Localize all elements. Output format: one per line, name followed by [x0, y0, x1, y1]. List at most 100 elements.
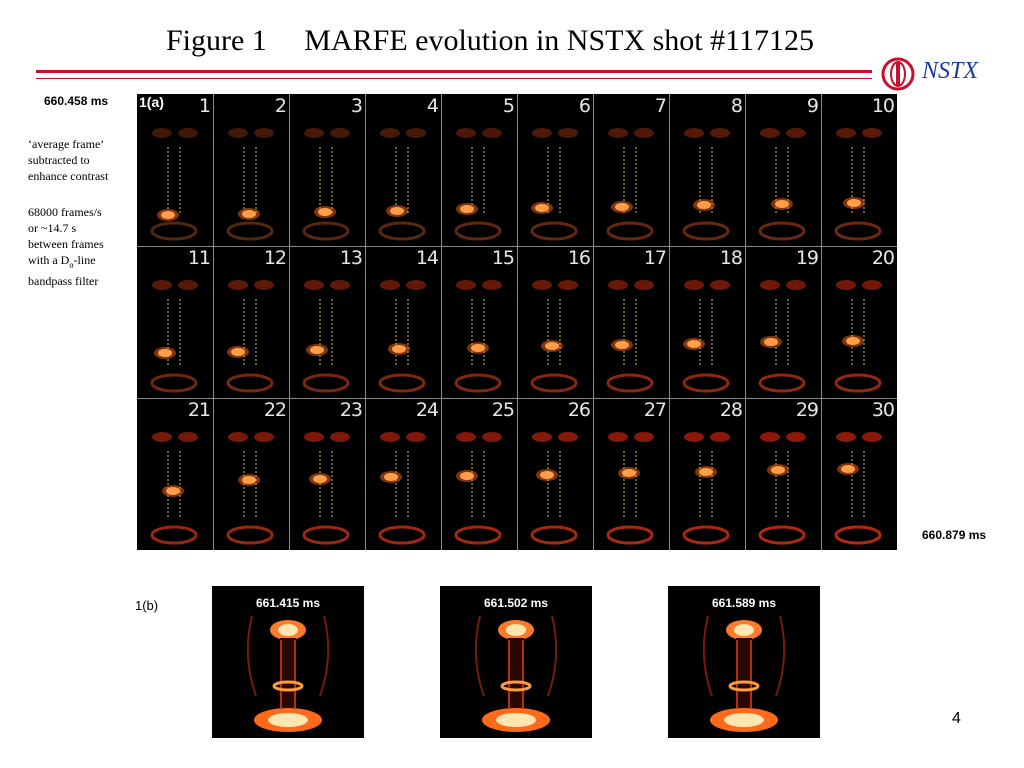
frame-cell: 25 [442, 399, 516, 549]
title-rule-thin [36, 78, 872, 79]
frame-number: 30 [871, 399, 895, 421]
frame-number: 4 [426, 95, 439, 117]
camera-frame-image [150, 128, 198, 241]
note-rate-suffix: -line bandpass filter [28, 253, 99, 289]
frame-number: 13 [339, 247, 363, 269]
note-frame-rate: 68000 frames/s or ~14.7 s between frames… [28, 204, 138, 289]
frame-cell: 5 [442, 95, 516, 245]
grid-divider [137, 246, 897, 247]
frame-time: 661.502 ms [483, 596, 549, 610]
panel-b-frame-2: 661.502 ms [440, 586, 592, 738]
frame-number: 17 [643, 247, 667, 269]
camera-frame-image [150, 280, 198, 393]
grid-divider [289, 94, 290, 550]
grid-divider [745, 94, 746, 550]
start-time: 660.458 ms [44, 94, 109, 108]
frame-cell: 24 [366, 399, 440, 549]
nstx-emblem-icon [881, 57, 915, 91]
frame-number: 8 [730, 95, 743, 117]
camera-frame-image [454, 128, 502, 241]
page-number: 4 [952, 710, 961, 727]
frame-number: 22 [263, 399, 287, 421]
grid-divider [517, 94, 518, 550]
frame-number: 1 [198, 95, 211, 117]
camera-frame-image [378, 280, 426, 393]
frame-cell: 8 [670, 95, 744, 245]
frame-number: 23 [339, 399, 363, 421]
camera-frame-image [834, 432, 882, 545]
frame-number: 9 [806, 95, 819, 117]
camera-frame-image [226, 128, 274, 241]
camera-frame-image [606, 128, 654, 241]
frame-cell: 29 [746, 399, 820, 549]
grid-divider [593, 94, 594, 550]
slide-title: Figure 1 MARFE evolution in NSTX shot #1… [165, 24, 815, 57]
frame-number: 3 [350, 95, 363, 117]
frame-number: 14 [415, 247, 439, 269]
frame-cell: 7 [594, 95, 668, 245]
frame-cell: 23 [290, 399, 364, 549]
frame-number: 25 [491, 399, 515, 421]
frame-number: 19 [795, 247, 819, 269]
frame-cell: 1 [138, 95, 212, 245]
grid-divider [213, 94, 214, 550]
grid-divider [821, 94, 822, 550]
camera-frame-image [302, 280, 350, 393]
camera-frame-image [378, 128, 426, 241]
frame-cell: 15 [442, 247, 516, 397]
camera-frame-image [530, 128, 578, 241]
camera-frame-image [226, 280, 274, 393]
camera-frame-image [682, 432, 730, 545]
camera-image [702, 615, 786, 732]
frame-time: 661.415 ms [255, 596, 321, 610]
frame-time: 661.589 ms [711, 596, 777, 610]
frame-cell: 13 [290, 247, 364, 397]
camera-frame-image [606, 432, 654, 545]
frame-number: 15 [491, 247, 515, 269]
frame-cell: 12 [214, 247, 288, 397]
title-rule [36, 70, 872, 73]
frame-cell: 30 [822, 399, 896, 549]
camera-frame-image [606, 280, 654, 393]
frame-cell: 16 [518, 247, 592, 397]
frame-cell: 20 [822, 247, 896, 397]
frame-cell: 11 [138, 247, 212, 397]
note-rate-prefix: 68000 frames/s or ~14.7 s between frames… [28, 205, 104, 267]
panel-b-frame-1: 661.415 ms [212, 586, 364, 738]
frame-number: 5 [502, 95, 515, 117]
camera-frame-image [378, 432, 426, 545]
frame-number: 18 [719, 247, 743, 269]
camera-frame-image [834, 280, 882, 393]
grid-divider [441, 94, 442, 550]
camera-frame-image [454, 280, 502, 393]
frame-number: 16 [567, 247, 591, 269]
frame-cell: 6 [518, 95, 592, 245]
camera-frame-image [758, 432, 806, 545]
frame-cell: 4 [366, 95, 440, 245]
nstx-logo: NSTX [878, 56, 1008, 92]
frame-cell: 17 [594, 247, 668, 397]
panel-b-frame-3: 661.589 ms [668, 586, 820, 738]
frame-cell: 26 [518, 399, 592, 549]
note-rate-subscript: α [69, 260, 74, 270]
camera-frame-image [758, 280, 806, 393]
frame-cell: 2 [214, 95, 288, 245]
frame-cell: 10 [822, 95, 896, 245]
frame-number: 7 [654, 95, 667, 117]
frame-cell: 21 [138, 399, 212, 549]
frame-number: 2 [274, 95, 287, 117]
frame-number: 6 [578, 95, 591, 117]
camera-frame-image [530, 280, 578, 393]
camera-frame-image [302, 128, 350, 241]
frame-cell: 18 [670, 247, 744, 397]
grid-divider [669, 94, 670, 550]
frame-number: 20 [871, 247, 895, 269]
camera-frame-image [682, 128, 730, 241]
frame-number: 29 [795, 399, 819, 421]
frame-number: 21 [187, 399, 211, 421]
camera-frame-image [834, 128, 882, 241]
panel-a-label: 1(a) [139, 94, 164, 110]
frame-number: 27 [643, 399, 667, 421]
panel-b-label: 1(b) [135, 598, 159, 613]
grid-divider [137, 398, 897, 399]
